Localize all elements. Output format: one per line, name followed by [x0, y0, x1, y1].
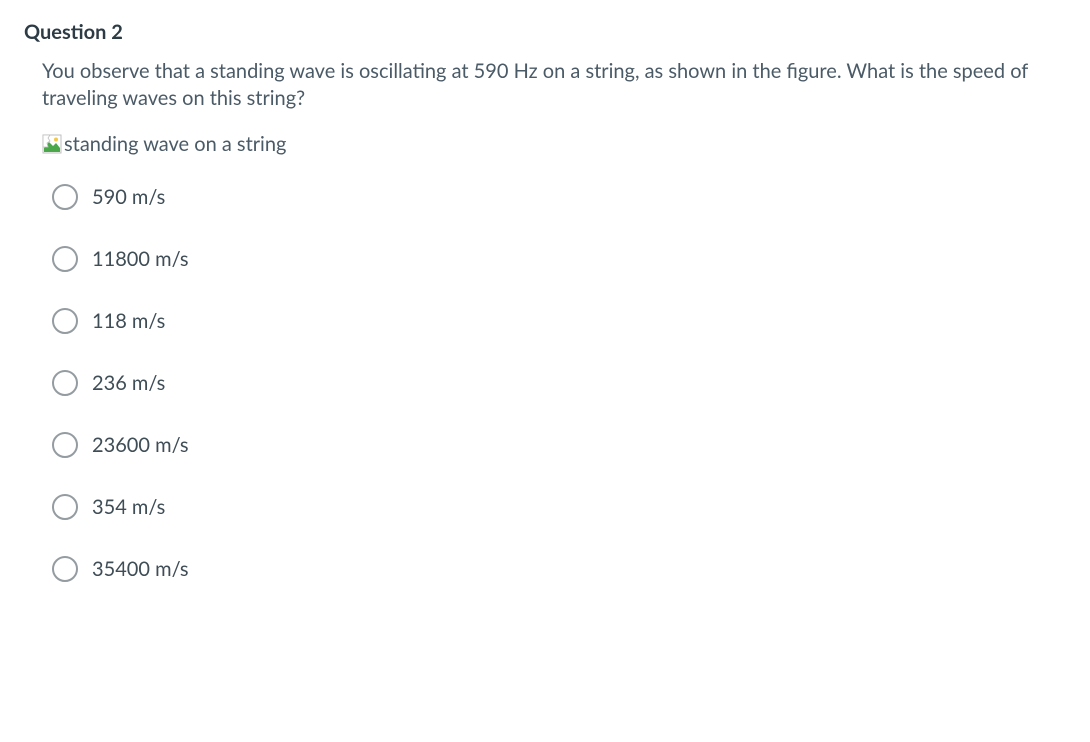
option-label: 236 m/s	[92, 371, 165, 395]
option-row[interactable]: 118 m/s	[52, 308, 1066, 334]
question-title: Question 2	[24, 20, 1066, 44]
question-text: You observe that a standing wave is osci…	[42, 58, 1066, 112]
option-label: 23600 m/s	[92, 433, 189, 457]
radio-button[interactable]	[52, 432, 78, 458]
broken-image-row: standing wave on a string	[42, 132, 1066, 156]
option-row[interactable]: 11800 m/s	[52, 246, 1066, 272]
radio-button[interactable]	[52, 556, 78, 582]
radio-button[interactable]	[52, 494, 78, 520]
radio-button[interactable]	[52, 370, 78, 396]
radio-button[interactable]	[52, 308, 78, 334]
image-alt-text: standing wave on a string	[64, 132, 286, 156]
option-row[interactable]: 354 m/s	[52, 494, 1066, 520]
option-row[interactable]: 590 m/s	[52, 184, 1066, 210]
option-label: 11800 m/s	[92, 247, 189, 271]
option-label: 118 m/s	[92, 309, 165, 333]
option-row[interactable]: 23600 m/s	[52, 432, 1066, 458]
option-label: 354 m/s	[92, 495, 165, 519]
option-label: 35400 m/s	[92, 557, 189, 581]
question-body: You observe that a standing wave is osci…	[24, 58, 1066, 582]
option-label: 590 m/s	[92, 185, 165, 209]
option-row[interactable]: 236 m/s	[52, 370, 1066, 396]
broken-image-icon	[42, 134, 62, 154]
options-list: 590 m/s 11800 m/s 118 m/s 236 m/s 23600 …	[42, 184, 1066, 582]
radio-button[interactable]	[52, 246, 78, 272]
option-row[interactable]: 35400 m/s	[52, 556, 1066, 582]
radio-button[interactable]	[52, 184, 78, 210]
